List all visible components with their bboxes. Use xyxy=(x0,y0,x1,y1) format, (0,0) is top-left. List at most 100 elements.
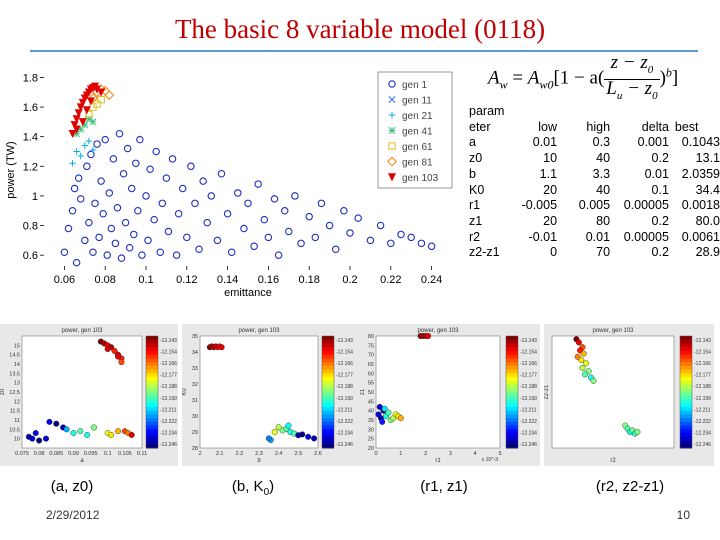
colorbar-segment xyxy=(322,388,334,393)
data-point-gen-1 xyxy=(68,206,77,215)
formula-fraction: z − z0 Lu − z0 xyxy=(604,53,660,105)
y-tick-label: 35 xyxy=(368,418,374,424)
data-point-gen-1 xyxy=(407,233,415,242)
colorbar-segment xyxy=(322,444,334,449)
colorbar-segment xyxy=(322,399,334,404)
data-point-gen-103 xyxy=(72,115,81,124)
colorbar-segment xyxy=(146,339,158,344)
data-point-gen-1 xyxy=(89,248,97,256)
colorbar-segment xyxy=(680,384,692,389)
param-cell: 0.1043 xyxy=(681,135,720,150)
x-tick-label: 0.14 xyxy=(217,274,238,286)
param-cell: 28.9 xyxy=(695,245,720,260)
x-tick-label: 0.08 xyxy=(34,451,45,457)
colorbar-segment xyxy=(146,392,158,397)
x-scale-note: x 10^-3 xyxy=(482,457,498,463)
data-point-gen-1 xyxy=(107,224,116,233)
param-row-r2: r2 -0.01 0.01 0.00005 0.0061 xyxy=(469,230,720,246)
colorbar-segment xyxy=(322,373,334,378)
colorbar-segment xyxy=(322,418,334,423)
colorbar-segment xyxy=(680,380,692,386)
data-point-gen-1 xyxy=(142,192,150,200)
colorbar-segment xyxy=(506,377,518,382)
param-cell: b xyxy=(469,166,476,181)
y-tick-label: 1.8 xyxy=(23,72,38,84)
colorbar-tick-label: -12.177 xyxy=(160,373,177,379)
colorbar-segment xyxy=(506,373,518,378)
colorbar-tick-label: -12.143 xyxy=(336,338,353,344)
formula-lhs-sub: w xyxy=(499,77,508,92)
colorbar-segment xyxy=(680,339,692,344)
data-point-gen-1 xyxy=(227,248,236,256)
colorbar-segment xyxy=(680,354,692,359)
colorbar-segment xyxy=(506,440,518,445)
colorbar-frame xyxy=(679,335,693,449)
data-point xyxy=(590,377,597,384)
data-point-gen-1 xyxy=(366,236,375,245)
colorbar-segment xyxy=(680,365,692,371)
legend-label: gen 1 xyxy=(402,80,427,91)
y-tick-label: 11.5 xyxy=(10,409,20,415)
y-tick-label: 25 xyxy=(368,437,374,443)
data-point-gen-1 xyxy=(162,174,171,182)
data-point xyxy=(299,431,306,438)
colorbar-segment xyxy=(146,377,158,382)
colorbar-tick-label: -12.166 xyxy=(520,361,537,367)
colorbar-tick-label: -12.222 xyxy=(336,419,353,425)
data-point-gen-1 xyxy=(376,221,385,230)
colorbar-segment xyxy=(506,347,518,352)
colorbar-segment xyxy=(322,406,334,412)
param-cell: r1 xyxy=(469,198,481,213)
data-point-gen-1 xyxy=(119,169,128,178)
y-axis-label: K0 xyxy=(182,388,188,396)
data-point-gen-81 xyxy=(104,90,115,101)
page-number: 10 xyxy=(676,508,690,522)
legend-marker xyxy=(388,111,396,119)
data-point-gen-61 xyxy=(85,110,93,119)
scatter-r2-z2z1: power, gen 103 r2 z2-z1 -12.143 -12.154 -12.1… xyxy=(544,324,714,466)
colorbar-segment xyxy=(680,414,692,419)
colorbar-frame xyxy=(321,335,335,449)
param-cell: 0.2 xyxy=(651,151,669,166)
caption-r2-z2z1: (r2, z2-z1) xyxy=(595,478,665,495)
data-point-gen-1 xyxy=(280,206,289,215)
colorbar-frame xyxy=(145,335,159,449)
data-point-gen-1 xyxy=(117,254,126,262)
data-point-gen-1 xyxy=(64,224,73,233)
data-point-gen-1 xyxy=(427,242,436,251)
y-tick-label: 0.6 xyxy=(23,250,38,262)
data-point-gen-1 xyxy=(254,180,262,188)
y-tick-label: 11 xyxy=(14,418,20,424)
colorbar-tick-label: -12.143 xyxy=(520,338,537,344)
data-point-gen-1 xyxy=(136,135,144,144)
colorbar-segment xyxy=(146,358,158,363)
data-point xyxy=(578,357,585,364)
param-cell: 34.4 xyxy=(695,182,720,197)
data-point xyxy=(32,430,39,437)
x-tick-label: 0.22 xyxy=(380,274,401,286)
data-point xyxy=(285,422,292,429)
colorbar-tick-label: -12.177 xyxy=(336,373,353,379)
data-point-gen-1 xyxy=(191,199,199,208)
param-cell: 0.0018 xyxy=(681,198,720,213)
colorbar-segment xyxy=(506,380,518,386)
data-point xyxy=(63,426,70,433)
formula-eq: = xyxy=(507,67,528,89)
colorbar-tick-label: -12.222 xyxy=(160,419,177,425)
param-cell: 3.3 xyxy=(592,166,611,181)
formula-amp: A xyxy=(527,67,540,89)
caption-b-k0-post: ) xyxy=(269,478,275,495)
formula-denominator: Lu − z0 xyxy=(604,79,659,105)
colorbar-segment xyxy=(506,399,518,404)
colorbar-tick-label: -12.211 xyxy=(694,407,711,413)
data-point-gen-41 xyxy=(89,118,97,126)
plot-title: power, gen 103 xyxy=(417,328,459,334)
colorbar-segment xyxy=(680,410,692,415)
param-cell: z2-z1 xyxy=(469,245,500,260)
y-tick-label: 65 xyxy=(368,362,374,368)
data-point-gen-1 xyxy=(97,177,105,185)
plot-area xyxy=(375,335,501,449)
y-tick-label: 12.5 xyxy=(9,390,20,396)
x-axis-label: a xyxy=(80,458,84,464)
param-cell: -0.01 xyxy=(528,229,558,244)
